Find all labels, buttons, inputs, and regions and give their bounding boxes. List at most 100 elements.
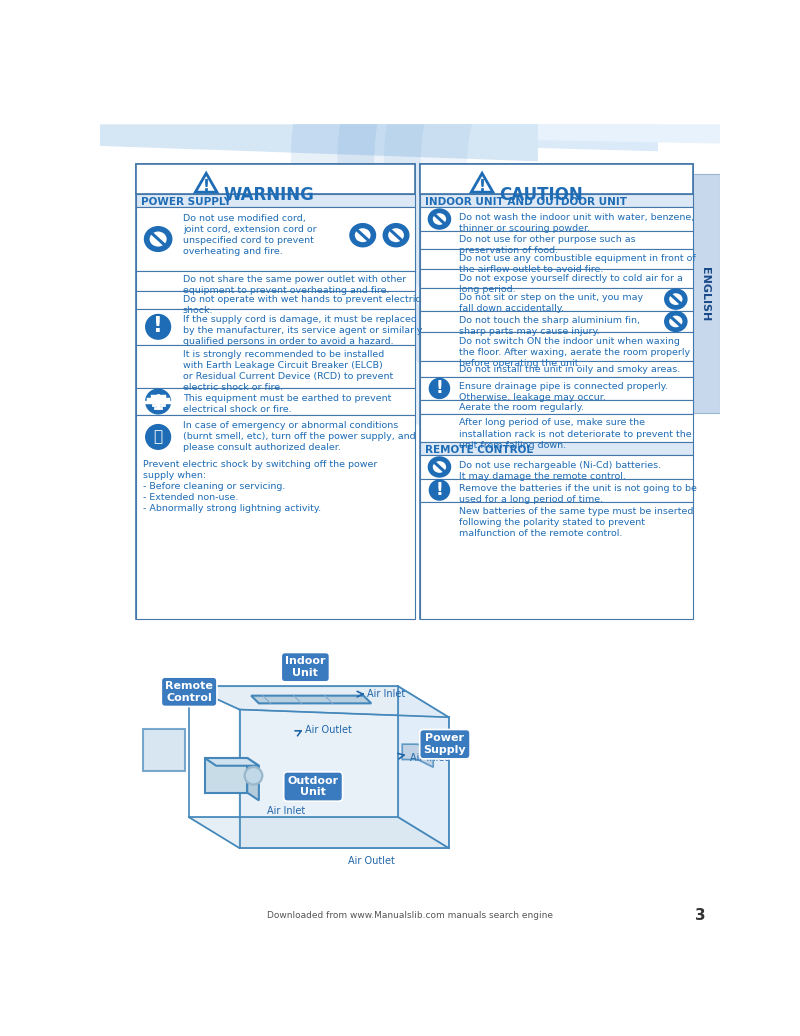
Polygon shape — [247, 758, 259, 801]
Text: !: ! — [154, 316, 163, 337]
Ellipse shape — [665, 289, 687, 309]
Text: Do not use modified cord,
joint cord, extension cord or
unspecified cord to prev: Do not use modified cord, joint cord, ex… — [183, 213, 317, 256]
Bar — [137, 165, 415, 618]
Ellipse shape — [428, 209, 450, 229]
Text: Do not sit or step on the unit, you may
fall down accidentally.: Do not sit or step on the unit, you may … — [459, 293, 643, 313]
Circle shape — [430, 378, 450, 399]
Bar — [420, 269, 693, 288]
Text: If the supply cord is damage, it must be replaced
by the manufacturer, its servi: If the supply cord is damage, it must be… — [183, 315, 422, 346]
Bar — [420, 362, 693, 377]
Text: Do not use rechargeable (Ni-Cd) batteries.
It may damage the remote control.: Do not use rechargeable (Ni-Cd) batterie… — [459, 461, 661, 481]
Text: Air Inlet: Air Inlet — [367, 689, 406, 698]
Bar — [420, 479, 693, 501]
Text: Do not use any combustible equipment in front of
the airflow outlet to avoid fir: Do not use any combustible equipment in … — [459, 254, 695, 274]
Text: Do not touch the sharp aluminium fin,
sharp parts may cause injury.: Do not touch the sharp aluminium fin, sh… — [459, 316, 640, 336]
Text: New batteries of the same type must be inserted
following the polarity stated to: New batteries of the same type must be i… — [459, 507, 693, 539]
Bar — [137, 309, 415, 345]
Bar — [420, 413, 693, 441]
Text: Air Inlet: Air Inlet — [266, 806, 305, 815]
Circle shape — [430, 480, 450, 500]
Text: Outdoor
Unit: Outdoor Unit — [287, 776, 338, 798]
Polygon shape — [471, 173, 493, 192]
Text: Air Outlet: Air Outlet — [348, 856, 395, 866]
Ellipse shape — [668, 292, 684, 307]
Text: It is strongly recommended to be installed
with Earth Leakage Circuit Breaker (E: It is strongly recommended to be install… — [183, 350, 393, 393]
Text: POWER SUPPLY: POWER SUPPLY — [141, 197, 231, 207]
Ellipse shape — [145, 227, 172, 252]
Text: Ensure drainage pipe is connected properly.
Otherwise, leakage may occur.: Ensure drainage pipe is connected proper… — [459, 382, 668, 402]
Circle shape — [244, 767, 262, 785]
Text: Do not share the same power outlet with other
equipment to prevent overheating a: Do not share the same power outlet with … — [183, 276, 406, 295]
Bar — [420, 165, 693, 618]
Text: Power
Supply: Power Supply — [423, 733, 466, 755]
Polygon shape — [100, 124, 538, 162]
Bar — [420, 333, 693, 362]
Text: ENGLISH: ENGLISH — [700, 266, 710, 321]
Bar — [420, 249, 693, 269]
Polygon shape — [294, 124, 658, 151]
Text: Air Outlet: Air Outlet — [306, 725, 352, 735]
Circle shape — [146, 425, 170, 450]
Text: Indoor
Unit: Indoor Unit — [285, 657, 326, 678]
Bar — [420, 400, 693, 413]
Text: Aerate the room regularly.: Aerate the room regularly. — [459, 403, 584, 412]
Text: In case of emergency or abnormal conditions
(burnt smell, etc), turn off the pow: In case of emergency or abnormal conditi… — [183, 421, 415, 452]
Bar — [691, 174, 720, 413]
Text: !: ! — [435, 481, 443, 498]
Text: Do not install the unit in oily and smoky areas.: Do not install the unit in oily and smok… — [459, 366, 680, 374]
Polygon shape — [189, 817, 449, 848]
Polygon shape — [205, 758, 247, 793]
Text: Prevent electric shock by switching off the power
supply when:
- Before cleaning: Prevent electric shock by switching off … — [142, 460, 377, 514]
Text: Remote
Control: Remote Control — [165, 681, 213, 702]
Bar — [420, 441, 693, 456]
Ellipse shape — [148, 230, 168, 248]
Bar — [137, 270, 415, 291]
Text: Air Inlet: Air Inlet — [410, 752, 448, 762]
Polygon shape — [189, 687, 449, 717]
Polygon shape — [239, 710, 449, 848]
Text: After long period of use, make sure the
installation rack is not deteriorate to : After long period of use, make sure the … — [459, 419, 691, 450]
Ellipse shape — [668, 314, 684, 328]
Polygon shape — [142, 728, 186, 771]
Circle shape — [146, 390, 170, 413]
Polygon shape — [251, 695, 371, 703]
Bar — [420, 311, 693, 333]
Text: Do not operate with wet hands to prevent electric
shock.: Do not operate with wet hands to prevent… — [183, 295, 421, 315]
Polygon shape — [402, 744, 434, 768]
Text: Do not use for other purpose such as
preservation of food.: Do not use for other purpose such as pre… — [459, 235, 635, 255]
Text: !: ! — [202, 179, 210, 195]
Text: WARNING: WARNING — [223, 185, 314, 204]
Bar — [137, 194, 415, 207]
Text: Do not switch ON the indoor unit when waxing
the floor. After waxing, aerate the: Do not switch ON the indoor unit when wa… — [459, 337, 690, 368]
Text: 3: 3 — [695, 909, 706, 923]
Ellipse shape — [665, 312, 687, 332]
Ellipse shape — [431, 211, 447, 226]
Text: This equipment must be earthed to prevent
electrical shock or fire.: This equipment must be earthed to preven… — [183, 394, 391, 414]
Bar — [420, 456, 693, 479]
Text: ⏻: ⏻ — [154, 430, 162, 444]
Bar — [137, 165, 415, 194]
Bar — [420, 231, 693, 249]
Bar — [420, 288, 693, 311]
Text: Downloaded from www.Manualslib.com manuals search engine: Downloaded from www.Manualslib.com manua… — [267, 912, 553, 920]
Bar — [420, 207, 693, 231]
Polygon shape — [205, 758, 259, 766]
Bar — [420, 194, 693, 207]
Bar — [420, 165, 693, 194]
Ellipse shape — [428, 457, 450, 477]
Text: Do not wash the indoor unit with water, benzene,
thinner or scouring powder.: Do not wash the indoor unit with water, … — [459, 212, 694, 233]
Ellipse shape — [383, 224, 409, 247]
Circle shape — [246, 769, 261, 782]
Circle shape — [146, 315, 170, 339]
Ellipse shape — [354, 227, 372, 243]
Text: !: ! — [435, 379, 443, 397]
Text: !: ! — [478, 179, 486, 195]
Bar — [137, 207, 415, 270]
Bar — [137, 291, 415, 309]
Text: REMOTE CONTROL: REMOTE CONTROL — [425, 444, 533, 455]
Bar — [420, 501, 693, 618]
Text: CAUTION: CAUTION — [499, 185, 583, 204]
Ellipse shape — [431, 460, 447, 474]
Ellipse shape — [386, 227, 406, 243]
Polygon shape — [398, 687, 449, 848]
